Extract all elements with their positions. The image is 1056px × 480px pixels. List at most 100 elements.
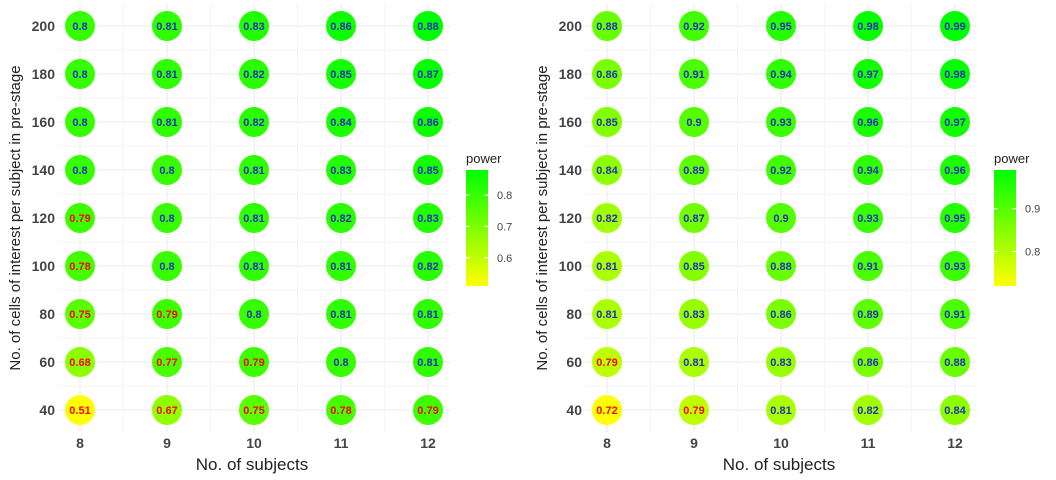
point-value-label: 0.81 <box>243 213 264 225</box>
point-value-label: 0.88 <box>417 21 438 33</box>
point-value-label: 0.82 <box>243 69 264 81</box>
power-legend: power 0.8 0.9 <box>994 151 1040 286</box>
power-point <box>940 395 970 425</box>
point-value-label: 0.85 <box>596 117 617 129</box>
point-value-label: 0.72 <box>596 405 617 417</box>
point-value-label: 0.88 <box>770 261 791 273</box>
point-value-label: 0.95 <box>770 21 791 33</box>
point-value-label: 0.8 <box>72 21 87 33</box>
power-point <box>65 107 95 137</box>
point-value-label: 0.81 <box>156 69 177 81</box>
power-point <box>940 299 970 329</box>
power-point <box>239 347 269 377</box>
x-axis-title: No. of subjects <box>723 455 835 474</box>
power-point <box>679 107 709 137</box>
y-tick-label: 160 <box>559 114 583 130</box>
power-point <box>766 11 796 41</box>
point-value-label: 0.81 <box>770 405 791 417</box>
power-point <box>413 395 443 425</box>
point-value-label: 0.85 <box>330 69 351 81</box>
point-value-label: 0.96 <box>857 117 878 129</box>
point-value-label: 0.82 <box>596 213 617 225</box>
power-point <box>152 251 182 281</box>
power-point <box>239 299 269 329</box>
y-tick-label: 40 <box>39 402 55 418</box>
power-point <box>766 395 796 425</box>
power-point <box>679 395 709 425</box>
power-point <box>940 203 970 233</box>
power-point <box>326 299 356 329</box>
power-point <box>853 107 883 137</box>
y-tick-labels: 40 60 80 100 120 140 160 180 200 <box>32 18 56 418</box>
power-point <box>940 107 970 137</box>
point-value-label: 0.77 <box>156 357 177 369</box>
legend-tick-label: 0.7 <box>497 221 512 233</box>
x-tick-label: 12 <box>947 435 963 451</box>
power-point <box>413 347 443 377</box>
power-point <box>413 11 443 41</box>
point-value-label: 0.8 <box>72 69 87 81</box>
point-value-label: 0.8 <box>72 165 87 177</box>
power-point <box>853 299 883 329</box>
power-point <box>65 155 95 185</box>
point-value-label: 0.79 <box>596 357 617 369</box>
y-tick-labels: 40 60 80 100 120 140 160 180 200 <box>559 18 583 418</box>
legend-tick-label: 0.8 <box>497 190 512 202</box>
point-value-label: 0.81 <box>417 309 438 321</box>
point-value-label: 0.79 <box>243 357 264 369</box>
x-tick-label: 11 <box>334 435 349 451</box>
point-value-label: 0.51 <box>69 405 90 417</box>
point-value-label: 0.8 <box>159 261 174 273</box>
power-point <box>326 107 356 137</box>
power-point <box>766 155 796 185</box>
power-points: 0.72 0.79 0.81 0.82 0.84 0.79 0.81 0.83 0.86 0.88… <box>592 11 970 425</box>
point-value-label: 0.82 <box>857 405 878 417</box>
power-point <box>65 299 95 329</box>
power-point <box>152 347 182 377</box>
point-value-label: 0.83 <box>683 309 704 321</box>
point-value-label: 0.81 <box>330 309 351 321</box>
point-value-label: 0.79 <box>156 309 177 321</box>
point-value-label: 0.84 <box>944 405 966 417</box>
point-value-label: 0.81 <box>243 165 264 177</box>
y-tick-label: 120 <box>32 210 56 226</box>
point-value-label: 0.67 <box>156 405 177 417</box>
legend-ticks: 0.8 0.9 <box>994 204 1040 259</box>
x-tick-label: 9 <box>690 435 698 451</box>
point-value-label: 0.88 <box>944 357 965 369</box>
power-point <box>65 11 95 41</box>
power-point <box>239 203 269 233</box>
point-value-label: 0.87 <box>417 69 438 81</box>
point-value-label: 0.94 <box>770 69 792 81</box>
power-point <box>413 203 443 233</box>
x-tick-labels: 8 9 10 11 12 <box>603 435 963 451</box>
point-value-label: 0.8 <box>159 213 174 225</box>
point-value-label: 0.93 <box>770 117 791 129</box>
power-point <box>152 107 182 137</box>
power-point <box>239 395 269 425</box>
power-point <box>152 299 182 329</box>
point-value-label: 0.85 <box>417 165 438 177</box>
point-value-label: 0.79 <box>417 405 438 417</box>
power-point <box>65 203 95 233</box>
x-tick-labels: 8 9 10 11 12 <box>76 435 436 451</box>
power-legend: power 0.6 0.7 0.8 <box>466 151 512 286</box>
power-point <box>326 347 356 377</box>
point-value-label: 0.85 <box>683 261 704 273</box>
y-tick-label: 200 <box>559 18 583 34</box>
legend-tick-label: 0.6 <box>497 253 512 265</box>
point-value-label: 0.88 <box>596 21 617 33</box>
y-tick-label: 160 <box>32 114 56 130</box>
point-value-label: 0.9 <box>686 117 701 129</box>
point-value-label: 0.86 <box>330 21 351 33</box>
point-value-label: 0.79 <box>683 405 704 417</box>
point-value-label: 0.78 <box>330 405 351 417</box>
power-point <box>326 11 356 41</box>
power-point <box>239 251 269 281</box>
y-tick-label: 140 <box>559 162 583 178</box>
legend-ticks: 0.6 0.7 0.8 <box>466 190 512 265</box>
point-value-label: 0.8 <box>333 357 348 369</box>
power-point <box>940 251 970 281</box>
point-value-label: 0.86 <box>417 117 438 129</box>
y-tick-label: 140 <box>32 162 56 178</box>
